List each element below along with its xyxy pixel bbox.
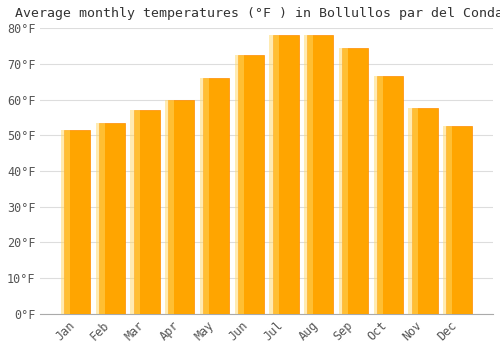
Bar: [270, 35, 278, 314]
Bar: [339, 48, 348, 314]
Bar: [99, 123, 125, 314]
Bar: [443, 126, 452, 314]
Bar: [234, 55, 244, 314]
Bar: [238, 55, 264, 314]
Bar: [96, 123, 105, 314]
Bar: [374, 76, 383, 314]
Bar: [134, 110, 160, 314]
Bar: [200, 78, 209, 314]
Bar: [377, 76, 403, 314]
Bar: [342, 48, 368, 314]
Bar: [308, 35, 334, 314]
Bar: [412, 108, 438, 314]
Bar: [64, 130, 90, 314]
Bar: [446, 126, 472, 314]
Bar: [272, 35, 298, 314]
Bar: [168, 99, 194, 314]
Bar: [408, 108, 418, 314]
Bar: [304, 35, 314, 314]
Title: Average monthly temperatures (°F ) in Bollullos par del Condado: Average monthly temperatures (°F ) in Bo…: [14, 7, 500, 20]
Bar: [165, 99, 174, 314]
Bar: [61, 130, 70, 314]
Bar: [130, 110, 140, 314]
Bar: [203, 78, 229, 314]
